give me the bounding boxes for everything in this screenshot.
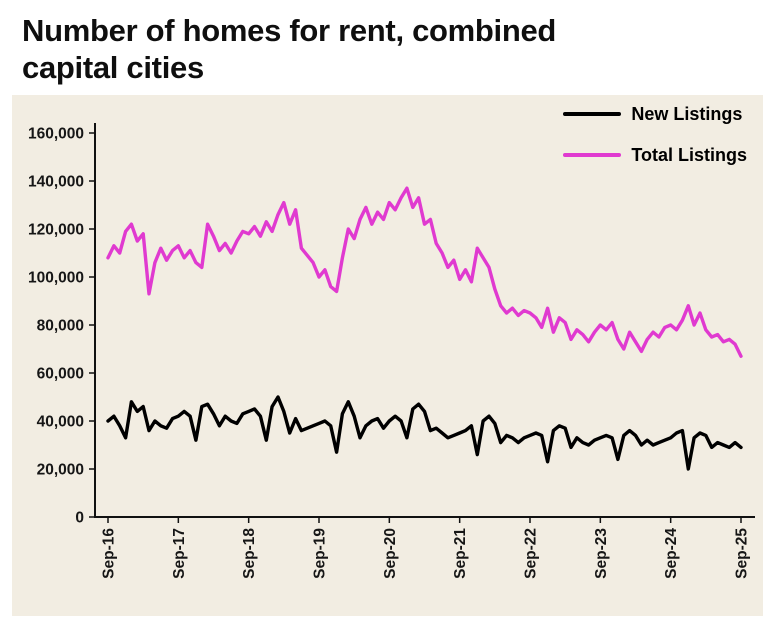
y-tick-label: 100,000 bbox=[28, 270, 84, 287]
y-tick-label: 160,000 bbox=[28, 126, 84, 143]
new-listings-line-swatch bbox=[563, 112, 622, 117]
x-tick-label: Sep-21 bbox=[452, 528, 469, 579]
x-tick-label: Sep-18 bbox=[241, 528, 258, 579]
total-listings-line-swatch bbox=[563, 153, 622, 158]
y-tick-label: 20,000 bbox=[37, 462, 84, 479]
x-tick-label: Sep-22 bbox=[523, 528, 540, 579]
line-chart: 0 20,000 40,000 60,000 80,000 100,000 120,000 1… bbox=[28, 123, 755, 579]
x-tick-label: Sep-19 bbox=[312, 528, 329, 579]
legend-label-new-listings: New Listings bbox=[631, 103, 743, 124]
y-tick-label: 0 bbox=[75, 510, 84, 527]
legend-label-total-listings: Total Listings bbox=[631, 144, 747, 165]
chart-title-line-2: capital cities bbox=[22, 50, 204, 86]
legend-item-new-listings: New Listings bbox=[563, 102, 742, 126]
y-tick-label: 80,000 bbox=[37, 318, 84, 335]
chart-legend: New Listings Total Listings bbox=[563, 102, 747, 167]
y-tick-label: 140,000 bbox=[28, 174, 84, 191]
chart-panel: New Listings Total Listings 0 20,000 40,00… bbox=[12, 95, 763, 617]
x-tick-label: Sep-23 bbox=[593, 528, 610, 579]
x-tick-label: Sep-17 bbox=[171, 528, 188, 579]
x-tick-label: Sep-16 bbox=[101, 528, 118, 579]
y-tick-label: 40,000 bbox=[37, 414, 84, 431]
y-tick-label: 120,000 bbox=[28, 222, 84, 239]
chart-title-line-1: Number of homes for rent, combined bbox=[22, 13, 557, 48]
y-tick-label: 60,000 bbox=[37, 366, 84, 383]
x-tick-label: Sep-25 bbox=[734, 528, 751, 579]
legend-item-total-listings: Total Listings bbox=[563, 143, 747, 167]
chart-title: Number of homes for rent, combined capit… bbox=[0, 0, 775, 86]
series-line-new-listings bbox=[106, 395, 743, 472]
x-tick-label: Sep-24 bbox=[663, 528, 680, 579]
series-line-total-listings bbox=[106, 186, 743, 359]
x-tick-label: Sep-20 bbox=[382, 528, 399, 579]
